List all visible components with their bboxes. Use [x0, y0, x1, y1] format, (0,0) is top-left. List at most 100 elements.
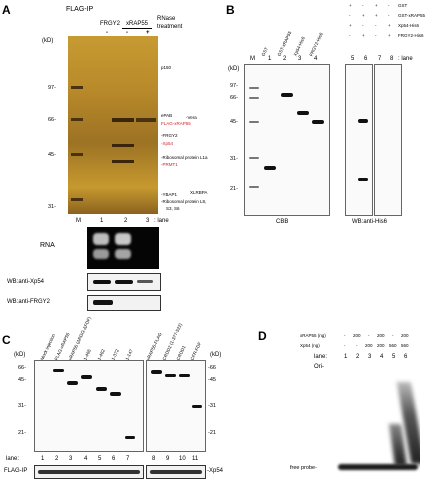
- b-lane-3: 3: [298, 56, 302, 62]
- b-sign-1-1: +: [349, 3, 352, 8]
- d-r2-6: 560: [401, 343, 409, 348]
- col-frgy2: FRGY2: [100, 21, 121, 27]
- cbb-marker-31: [249, 157, 259, 159]
- c-band-10: [179, 374, 190, 377]
- rnase-label: RNase: [157, 16, 176, 22]
- c-lane-8: 8: [152, 456, 156, 462]
- b-kd-label: (kD): [228, 66, 240, 72]
- b-mw-97: 97-: [230, 83, 238, 89]
- d-lane-5: 5: [392, 354, 396, 360]
- label-xp54: -Xp54: [161, 141, 174, 146]
- cbb-band-gst-xrap55: [281, 93, 293, 97]
- b-lane-8: 8: [390, 56, 394, 62]
- b-sign-3-2: -: [362, 23, 364, 28]
- wb-frgy2-blot: [87, 295, 161, 311]
- b-sign-4-1: -: [349, 33, 351, 38]
- c-mw-66-r: -66: [208, 365, 216, 371]
- b-sign-4-4: +: [388, 33, 391, 38]
- c-mw-66: 66-: [18, 365, 26, 371]
- cbb-marker-45: [249, 121, 259, 123]
- d-r2-1: -: [344, 343, 346, 348]
- c-blot-left: [34, 360, 144, 452]
- label-l8: -Ribosomal protein L8,: [161, 199, 207, 204]
- c-lane-5: 5: [98, 456, 102, 462]
- b-lane-1: 1: [268, 56, 272, 62]
- shift-smear-5: [389, 424, 407, 466]
- prmt1-band: [112, 160, 134, 163]
- wb-his-blot-2: [374, 64, 402, 216]
- c-mw-31-r: -31: [208, 403, 216, 409]
- d-r2-3: 200: [365, 343, 373, 348]
- wb-xp54-blot: [87, 273, 161, 291]
- d-r2-2: -: [356, 343, 358, 348]
- mw-45: 45-: [48, 152, 56, 158]
- label-l1a: -Ribosomal protein L1a: [161, 155, 208, 160]
- wb-xp54-band-2: [115, 280, 133, 284]
- b-mw-45: 45-: [230, 119, 238, 125]
- d-ori-label: Ori-: [314, 364, 324, 370]
- b-legend-xp54-his: Xp54-His6: [398, 23, 420, 28]
- marker-31: [71, 198, 83, 201]
- rna-gel: [87, 227, 159, 269]
- b-sign-2-3: +: [375, 13, 378, 18]
- c-mw-45: 45-: [18, 377, 26, 383]
- b-sign-3-1: +: [349, 23, 352, 28]
- minus-1: -: [106, 30, 108, 36]
- marker-97: [71, 86, 83, 89]
- wb-his-band-6b: [358, 178, 368, 181]
- b-col-xp54-his: Xp54-His6: [292, 35, 306, 57]
- wb-frgy2-band: [93, 300, 113, 305]
- rna-label: RNA: [40, 242, 55, 249]
- c-band-2: [53, 369, 64, 372]
- label-ybap1: -YBAP1: [161, 192, 178, 197]
- emsa-gel: [336, 362, 420, 480]
- c-lane-7: 7: [126, 456, 130, 462]
- rna-band-1b: [93, 249, 109, 259]
- wb-frgy2-label: WB:anti-FRGY2: [7, 299, 51, 305]
- lane-1: 1: [100, 218, 104, 224]
- xrap55-line: [122, 28, 152, 29]
- c-col-8: xRAP55-FLAG: [145, 331, 163, 361]
- mw-31: 31-: [48, 204, 56, 210]
- c-lane-1: 1: [41, 456, 45, 462]
- b-mw-31: 31-: [230, 156, 238, 162]
- kd-label: (kD): [42, 38, 54, 44]
- cbb-marker-66: [249, 97, 259, 99]
- mw-97: 97-: [48, 85, 56, 91]
- d-row2-label: Xp54 (ng): [300, 343, 320, 348]
- rna-band-2a: [115, 233, 131, 245]
- label-epab: ePAB: [161, 113, 173, 118]
- c-band-9: [165, 374, 176, 377]
- lane-suffix: : lane: [154, 218, 169, 224]
- d-r1-3: -: [368, 333, 370, 338]
- label-vera: -Vera: [186, 115, 197, 120]
- wb-his-blot-1: [345, 64, 373, 216]
- d-r1-1: -: [344, 333, 346, 338]
- label-frgy2: -FRGY2: [161, 133, 178, 138]
- c-lane-word: lane:: [6, 456, 20, 462]
- b-sign-3-4: +: [388, 23, 391, 28]
- b-lane-2: 2: [283, 56, 287, 62]
- cbb-band-xp54: [297, 111, 309, 115]
- cbb-marker-97: [249, 87, 259, 89]
- wb-his-label: WB:anti-His6: [352, 219, 388, 225]
- cbb-band-frgy2: [312, 120, 324, 124]
- b-lane-m: M: [250, 56, 255, 62]
- panel-a-title: FLAG-IP: [66, 6, 94, 13]
- d-r2-5: 560: [389, 343, 397, 348]
- marker-45: [71, 153, 83, 156]
- c-blot-right: [146, 360, 206, 452]
- d-lane-3: 3: [368, 354, 372, 360]
- b-legend-frgy2-his: FRGY2-His6: [398, 33, 424, 38]
- b-lane-5: 5: [351, 56, 355, 62]
- panel-a-letter: A: [2, 3, 11, 17]
- c-flag-ip-label: FLAG-IP: [4, 468, 28, 474]
- lane-2: 2: [124, 218, 128, 224]
- b-lane-suffix: : lane: [398, 56, 413, 62]
- c-xp54-band-right: [150, 470, 202, 474]
- c-kd-right: (kD): [210, 352, 222, 358]
- c-band-4: [81, 375, 92, 379]
- col-xrap55: xRAP55: [126, 21, 149, 27]
- marker-66: [71, 118, 83, 121]
- d-r2-4: 200: [377, 343, 385, 348]
